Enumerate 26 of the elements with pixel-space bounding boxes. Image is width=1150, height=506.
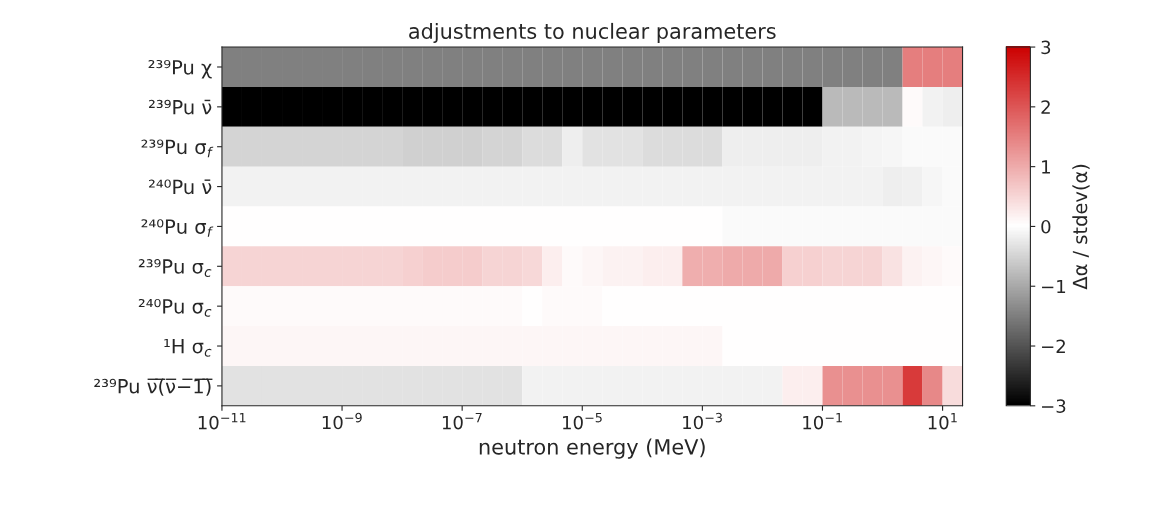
x-tick-label: 10$^{1}$ bbox=[928, 413, 957, 430]
y-tick-label: ²³⁹Pu ν̅(̅ν̅−̅1̅)̅ bbox=[94, 378, 213, 396]
x-tick-label: 10$^{−7}$ bbox=[442, 413, 482, 430]
color-bar-label: 0 bbox=[1041, 219, 1051, 234]
x-axis-title: neutron energy (MeV) bbox=[479, 438, 705, 459]
x-tick-label: 10$^{−3}$ bbox=[683, 412, 722, 430]
chart-title: adjustments to nuclear parameters bbox=[409, 22, 776, 44]
y-tick-label: ²³⁹Pu χ bbox=[148, 59, 212, 79]
x-tick-label: 10$^{−11}$ bbox=[198, 413, 246, 430]
color-bar-title: Δα / stdev(α) bbox=[1072, 164, 1090, 290]
color-bar-label: 2 bbox=[1041, 100, 1050, 114]
y-tick-label: ²⁴⁰Pu σ$_{c}$ bbox=[138, 298, 212, 317]
y-tick-label: ²⁴⁰Pu ν̄ bbox=[148, 179, 212, 195]
y-tick-label: ²³⁹Pu σ$_{f}$ bbox=[141, 139, 214, 158]
color-bar-label: 1 bbox=[1042, 160, 1050, 174]
x-tick-label: 10$^{−9}$ bbox=[322, 412, 362, 430]
x-tick-label: 10$^{−1}$ bbox=[803, 413, 842, 430]
y-tick-label: ²³⁹Pu ν̄ bbox=[148, 99, 212, 115]
x-tick-label: 10$^{−5}$ bbox=[563, 413, 602, 430]
y-tick-label: ²⁴⁰Pu σ$_{f}$ bbox=[141, 219, 214, 237]
color-bar-label: 3 bbox=[1041, 40, 1051, 55]
y-tick-label: ²³⁹Pu σ$_{c}$ bbox=[138, 259, 212, 277]
y-tick-label: ¹H σ$_{c}$ bbox=[164, 339, 212, 357]
color-bar-label: −3 bbox=[1042, 399, 1066, 413]
color-bar-label: −1 bbox=[1042, 279, 1066, 294]
color-bar-label: −2 bbox=[1042, 339, 1065, 353]
